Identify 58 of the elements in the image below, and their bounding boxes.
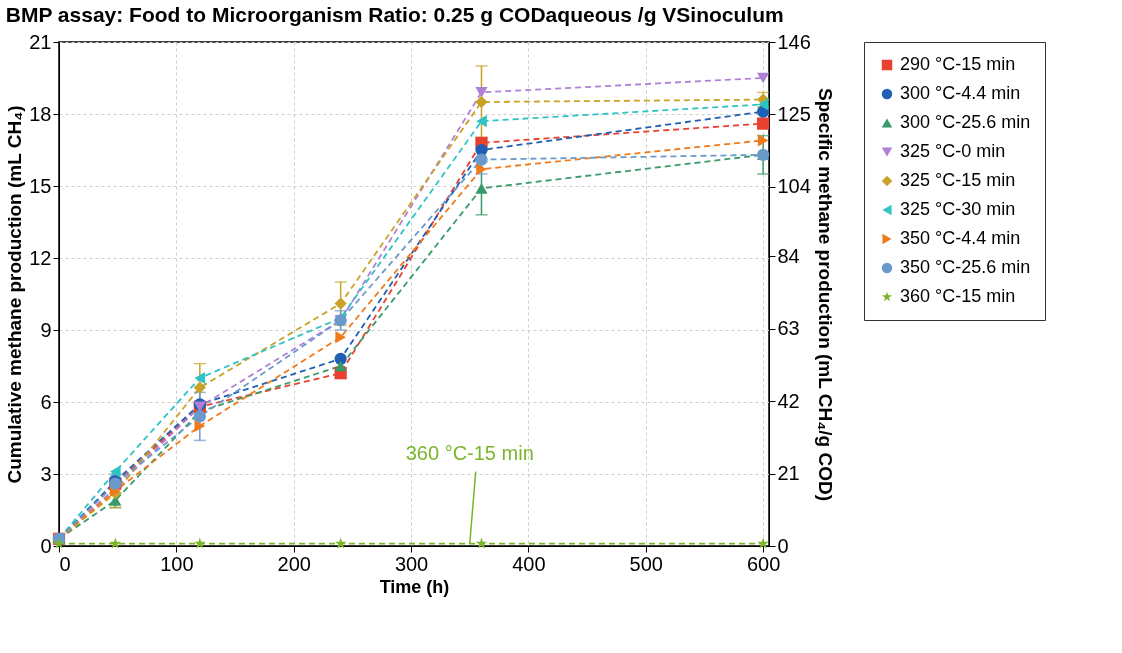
legend-label: 350 °C-25.6 min (900, 257, 1031, 277)
point (110, 465, 121, 478)
y2-tick-label: 84 (777, 244, 800, 267)
y2-tick-label: 125 (777, 102, 811, 125)
point (475, 153, 488, 166)
legend-label: 350 °C-4.4 min (900, 228, 1021, 248)
y-tick-label: 15 (29, 174, 52, 197)
legend-label: 325 °C-30 min (900, 199, 1016, 219)
point (194, 537, 206, 549)
legend-label: 300 °C-4.4 min (900, 83, 1021, 103)
legend-label: 325 °C-15 min (900, 170, 1016, 190)
x-axis-title: Time (h) (379, 576, 450, 597)
y-tick-label: 12 (29, 246, 52, 269)
legend-label: 360 °C-15 min (900, 286, 1016, 306)
legend-label: 290 °C-15 min (900, 54, 1016, 74)
x-tick-label: 100 (160, 552, 194, 575)
point (757, 72, 770, 84)
point (475, 183, 488, 194)
point (193, 410, 206, 423)
y2-axis-title: Specific methane production (mL CH₄/g COD) (814, 87, 836, 502)
annotation: 360 °C-15 min (405, 441, 534, 464)
y-tick-label: 3 (40, 462, 52, 485)
point (475, 537, 488, 549)
point (475, 143, 488, 157)
x-tick-label: 300 (394, 552, 429, 575)
x-tick-label: 0 (59, 552, 71, 575)
point (475, 95, 488, 109)
y-tick-label: 18 (29, 102, 52, 125)
x-tick-label: 500 (629, 552, 663, 575)
y-axis-title: Cumulative methane production (mL CH₄) (4, 105, 26, 484)
y-tick-label: 0 (40, 534, 52, 557)
point (194, 419, 206, 433)
point (334, 360, 347, 372)
x-tick-label: 200 (277, 552, 311, 575)
legend-label: 325 °C-0 min (900, 141, 1006, 161)
y-tick-label: 9 (40, 318, 52, 341)
y2-tick-label: 42 (777, 389, 800, 412)
y-tick-label: 21 (29, 30, 52, 53)
point (109, 537, 122, 549)
point (757, 134, 769, 147)
point (193, 381, 206, 394)
y2-tick-label: 63 (777, 317, 800, 340)
y2-tick-label: 146 (777, 30, 811, 53)
point (194, 371, 206, 385)
point (475, 87, 488, 98)
y-tick-label: 6 (40, 390, 52, 413)
x-tick-label: 400 (512, 552, 546, 575)
point (335, 331, 346, 344)
point (757, 117, 770, 130)
y2-tick-label: 104 (777, 175, 811, 198)
point (757, 98, 769, 111)
chart-title: BMP assay: Food to Microorganism Ratio: 0.25 g CODaqueous /g VSinoculum (5, 3, 784, 26)
point (334, 297, 347, 310)
point (476, 163, 487, 176)
point (334, 537, 347, 549)
y2-tick-label: 21 (777, 462, 800, 485)
point (476, 115, 487, 128)
legend-label: 300 °C-25.6 min (900, 112, 1031, 132)
